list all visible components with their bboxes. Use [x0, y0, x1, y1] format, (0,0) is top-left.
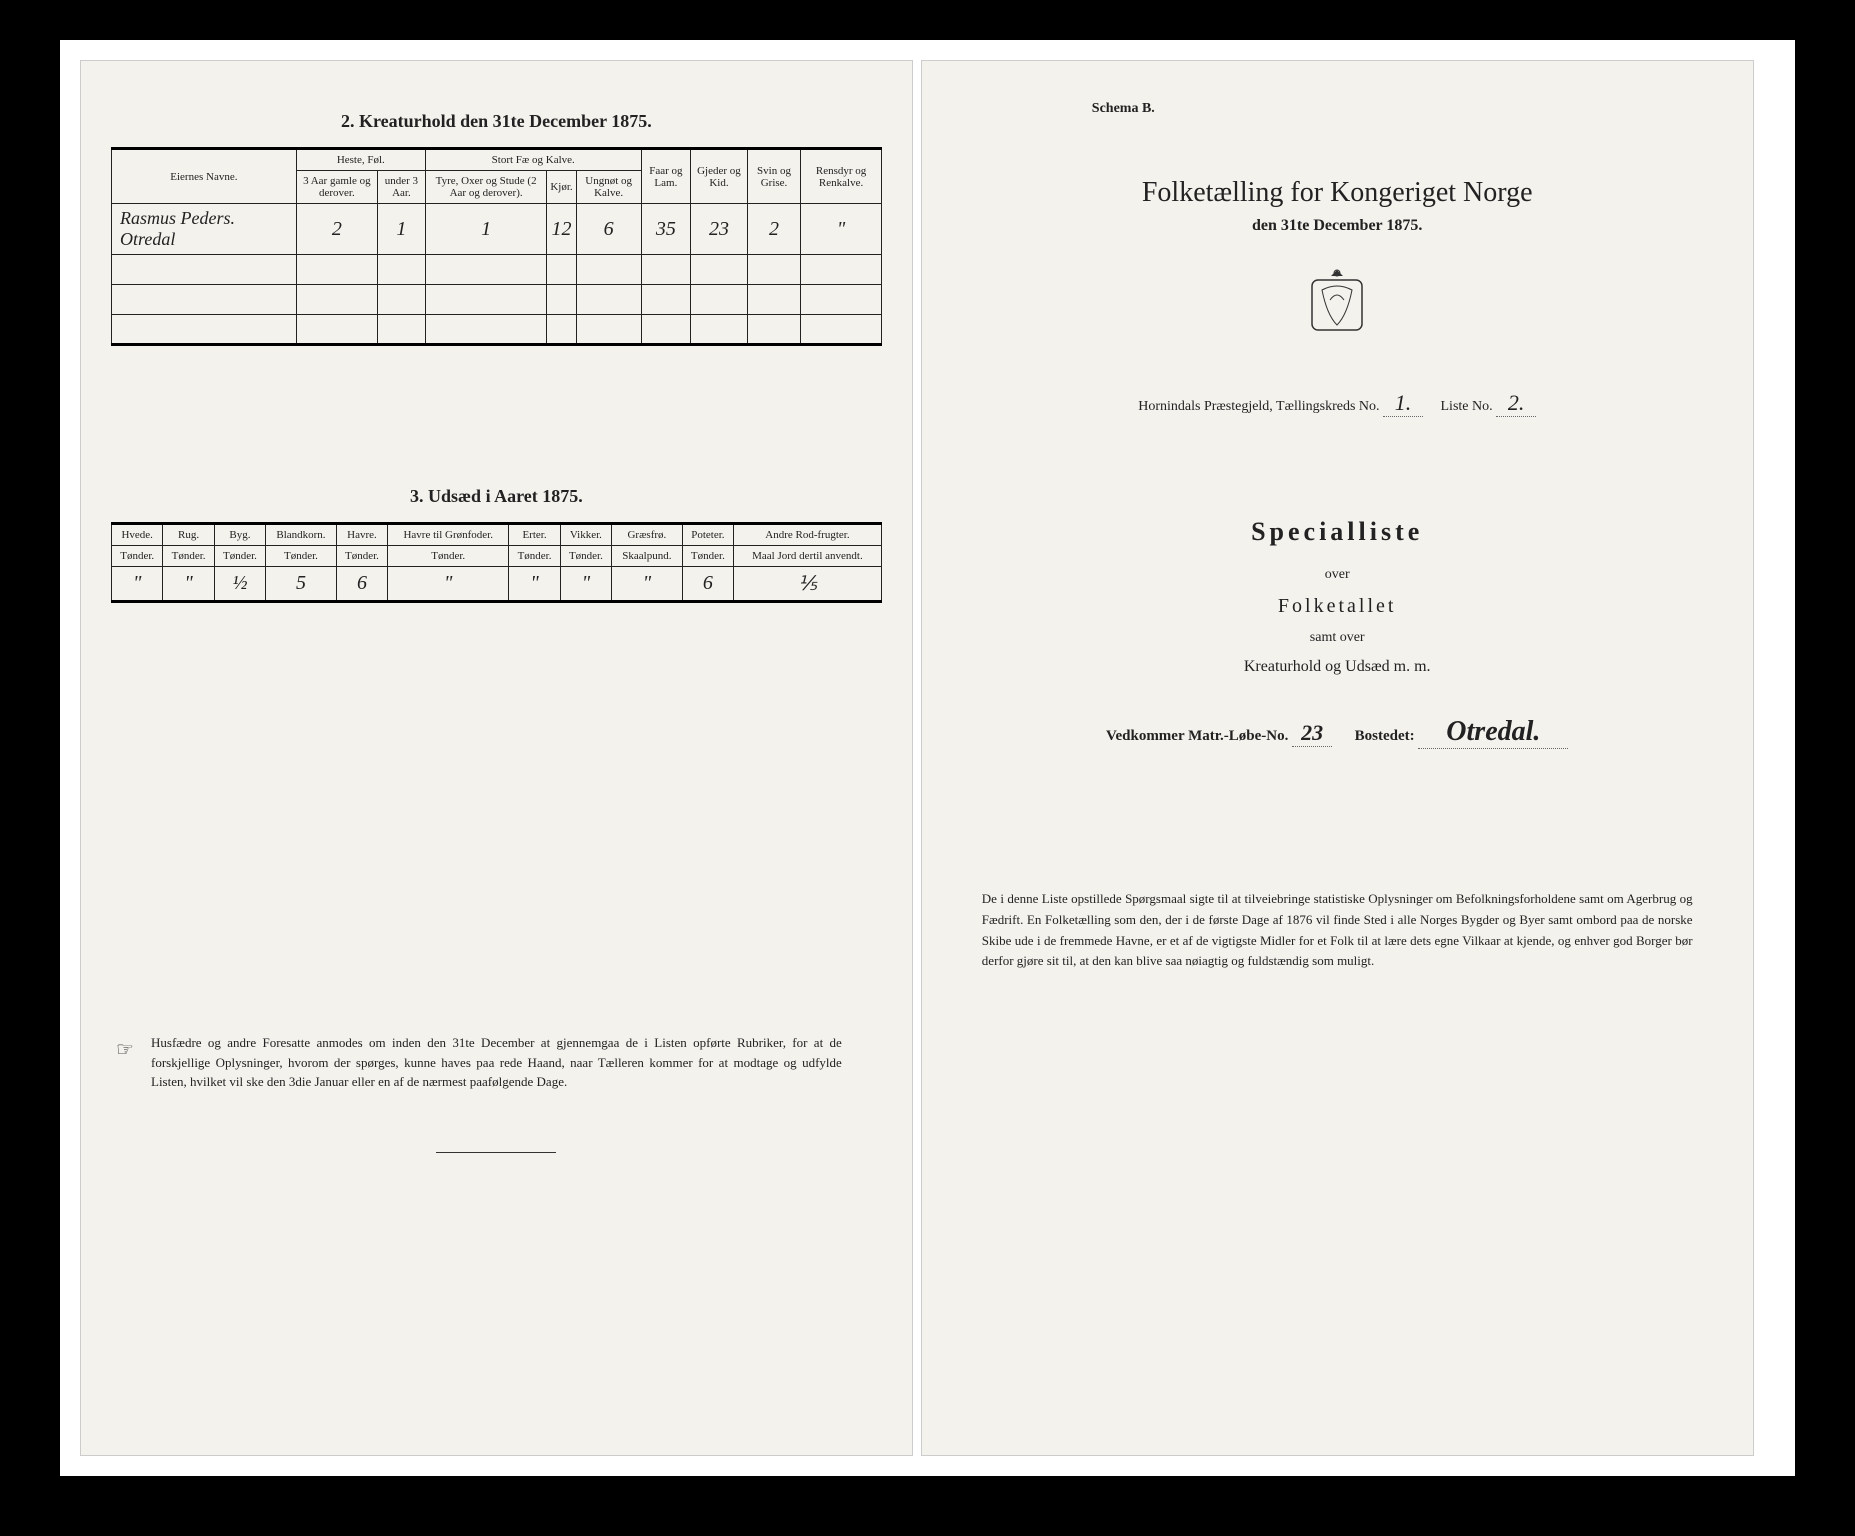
th: Rug.: [163, 524, 214, 546]
cell: 35: [641, 204, 691, 255]
th: Hvede.: [112, 524, 163, 546]
cell-name: Rasmus Peders. Otredal: [112, 204, 297, 255]
th-heste1: 3 Aar gamle og derover.: [296, 171, 377, 204]
th: Blandkorn.: [266, 524, 337, 546]
cell: 2: [296, 204, 377, 255]
cell: 6: [682, 567, 733, 602]
spec-folk: Folketallet: [952, 595, 1723, 618]
th-unit: Tønder.: [509, 546, 560, 567]
divider: [436, 1152, 556, 1153]
cell: 1: [425, 204, 546, 255]
th-unit: Tønder.: [560, 546, 611, 567]
spec-over: over: [952, 567, 1723, 583]
cell: 23: [691, 204, 748, 255]
table-row: " " ½ 5 6 " " " " 6 ⅕: [112, 567, 882, 602]
cell: 12: [547, 204, 576, 255]
th: Vikker.: [560, 524, 611, 546]
scan-container: 2. Kreaturhold den 31te December 1875. E…: [60, 40, 1795, 1476]
th-unit: Tønder.: [112, 546, 163, 567]
th-gjeder: Gjeder og Kid.: [691, 149, 748, 204]
main-title: Folketælling for Kongeriget Norge: [952, 177, 1723, 209]
district-no: 1.: [1383, 390, 1423, 417]
specialliste-title: Specialliste: [952, 517, 1723, 547]
sub-date: den 31te December 1875.: [952, 217, 1723, 235]
matr-label: Vedkommer Matr.-Løbe-No.: [1106, 728, 1288, 744]
th-unit: Tønder.: [682, 546, 733, 567]
footer-text: Husfædre og andre Foresatte anmodes om i…: [151, 1035, 842, 1089]
th-unit: Maal Jord dertil anvendt.: [734, 546, 882, 567]
table-row: Rasmus Peders. Otredal 2 1 1 12 6 35 23 …: [112, 204, 882, 255]
left-footer-note: ☞ Husfædre og andre Foresatte anmodes om…: [151, 1033, 842, 1092]
cell: ": [509, 567, 560, 602]
schema-label: Schema B.: [1092, 101, 1723, 117]
liste-no: 2.: [1496, 390, 1536, 417]
th-heste2: under 3 Aar.: [377, 171, 425, 204]
th-faar: Faar og Lam.: [641, 149, 691, 204]
cell: 2: [747, 204, 801, 255]
th: Græsfrø.: [612, 524, 683, 546]
cell: ": [388, 567, 509, 602]
matr-no: 23: [1292, 720, 1332, 747]
district-line: Hornindals Præstegjeld, Tællingskreds No…: [952, 390, 1723, 417]
pointing-hand-icon: ☞: [116, 1035, 134, 1065]
th: Erter.: [509, 524, 560, 546]
th: Poteter.: [682, 524, 733, 546]
th-unit: Tønder.: [336, 546, 387, 567]
th-stort2: Kjør.: [547, 171, 576, 204]
th-heste: Heste, Føl.: [296, 149, 425, 171]
table-udsaed: Hvede. Rug. Byg. Blandkorn. Havre. Havre…: [111, 522, 882, 603]
cell: ": [801, 204, 881, 255]
section3-title: 3. Udsæd i Aaret 1875.: [111, 486, 882, 507]
th: Andre Rod-frugter.: [734, 524, 882, 546]
cell: ": [163, 567, 214, 602]
th: Havre.: [336, 524, 387, 546]
spec-samt: samt over: [952, 630, 1723, 646]
th-ren: Rensdyr og Renkalve.: [801, 149, 881, 204]
cell: 6: [336, 567, 387, 602]
section2-title: 2. Kreaturhold den 31te December 1875.: [111, 111, 882, 132]
liste-label: Liste No.: [1441, 399, 1493, 414]
th-stort: Stort Fæ og Kalve.: [425, 149, 641, 171]
coat-of-arms-icon: [952, 265, 1723, 350]
th-unit: Tønder.: [214, 546, 265, 567]
th-unit: Tønder.: [266, 546, 337, 567]
bosted-label: Bostedet:: [1355, 728, 1415, 744]
table-row: [112, 285, 882, 315]
district-prefix: Hornindals Præstegjeld, Tællingskreds No…: [1138, 399, 1379, 414]
right-footer-text: De i denne Liste opstillede Spørgsmaal s…: [982, 889, 1693, 972]
table-kreaturhold: Eiernes Navne. Heste, Føl. Stort Fæ og K…: [111, 147, 882, 346]
th-stort1: Tyre, Oxer og Stude (2 Aar og derover).: [425, 171, 546, 204]
matr-line: Vedkommer Matr.-Løbe-No. 23 Bostedet: Ot…: [952, 716, 1723, 749]
th: Havre til Grønfoder.: [388, 524, 509, 546]
th-eier: Eiernes Navne.: [112, 149, 297, 204]
th-unit: Tønder.: [163, 546, 214, 567]
cell: ": [612, 567, 683, 602]
table-row: [112, 315, 882, 345]
cell: ": [560, 567, 611, 602]
cell: 6: [576, 204, 641, 255]
th-svin: Svin og Grise.: [747, 149, 801, 204]
cell: ⅕: [734, 567, 882, 602]
cell: ": [112, 567, 163, 602]
cell: 1: [377, 204, 425, 255]
th-unit: Skaalpund.: [612, 546, 683, 567]
cell: ½: [214, 567, 265, 602]
th-unit: Tønder.: [388, 546, 509, 567]
cell: 5: [266, 567, 337, 602]
left-page: 2. Kreaturhold den 31te December 1875. E…: [80, 60, 913, 1456]
th-stort3: Ungnøt og Kalve.: [576, 171, 641, 204]
th: Byg.: [214, 524, 265, 546]
spec-kreat: Kreaturhold og Udsæd m. m.: [952, 658, 1723, 676]
right-page: Schema B. Folketælling for Kongeriget No…: [921, 60, 1754, 1456]
bosted-value: Otredal.: [1418, 716, 1568, 749]
table-row: [112, 255, 882, 285]
